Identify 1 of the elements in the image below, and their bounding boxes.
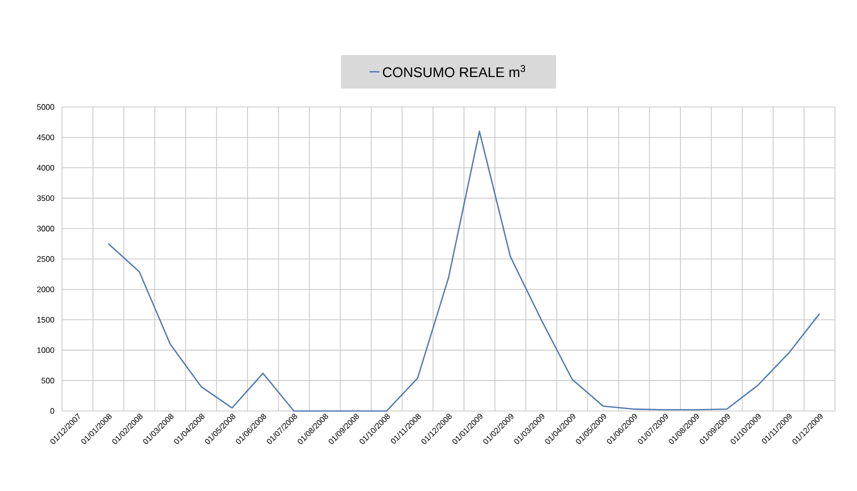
- legend-label: CONSUMO REALE m$^{3}$: [382, 65, 526, 78]
